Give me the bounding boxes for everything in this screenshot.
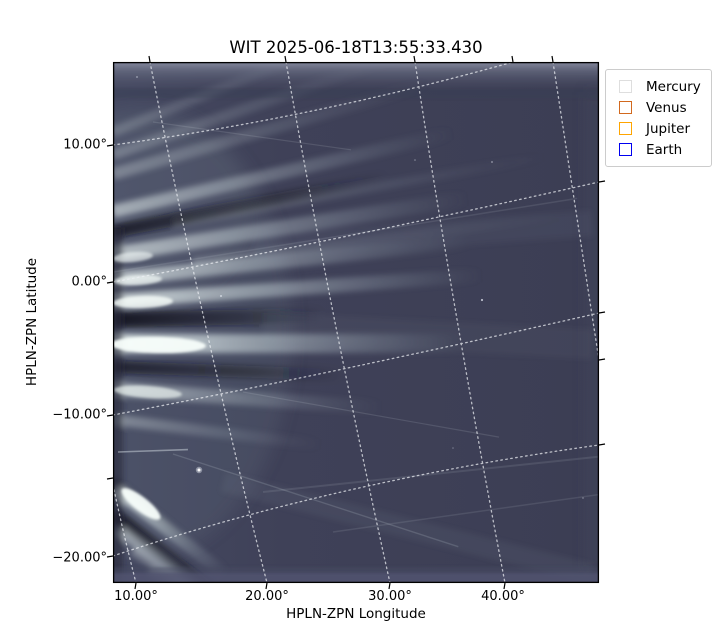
y-tick-label: 10.00° [63,137,107,153]
legend-item-venus: Venus [616,97,703,118]
legend: Mercury Venus Jupiter Earth [605,69,712,167]
x-tick-label: 40.00° [481,589,525,604]
edge-bands [113,62,599,583]
legend-swatch-jupiter [619,122,632,135]
star-points [136,76,584,499]
y-axis-label: HPLN-ZPN Latitude [24,257,40,387]
y-tick-label: −20.00° [52,550,107,566]
x-tick-label: 30.00° [368,589,412,604]
legend-swatch-mercury [619,80,632,93]
legend-label: Earth [646,141,683,158]
faint-streaks [113,121,599,548]
y-tick-label: −10.00° [52,407,107,423]
y-tick-label: 0.00° [71,274,107,290]
plot-border [112,61,600,584]
sky-image [113,62,599,583]
plot-title: WIT 2025-06-18T13:55:33.430 [229,38,483,57]
legend-item-jupiter: Jupiter [616,118,703,139]
legend-swatch-earth [619,143,632,156]
legend-item-earth: Earth [616,139,703,160]
coordinate-grid [113,62,599,583]
plot-image [106,55,606,590]
legend-label: Mercury [646,78,701,95]
x-tick-label: 10.00° [114,589,158,604]
legend-swatch-venus [619,101,632,114]
streamer-cores [113,251,206,520]
legend-item-mercury: Mercury [616,76,703,97]
legend-label: Jupiter [646,120,691,137]
legend-label: Venus [646,99,687,116]
x-tick-label: 20.00° [245,589,289,604]
tick-marks [106,55,606,590]
x-axis-label: HPLN-ZPN Longitude [286,606,426,622]
